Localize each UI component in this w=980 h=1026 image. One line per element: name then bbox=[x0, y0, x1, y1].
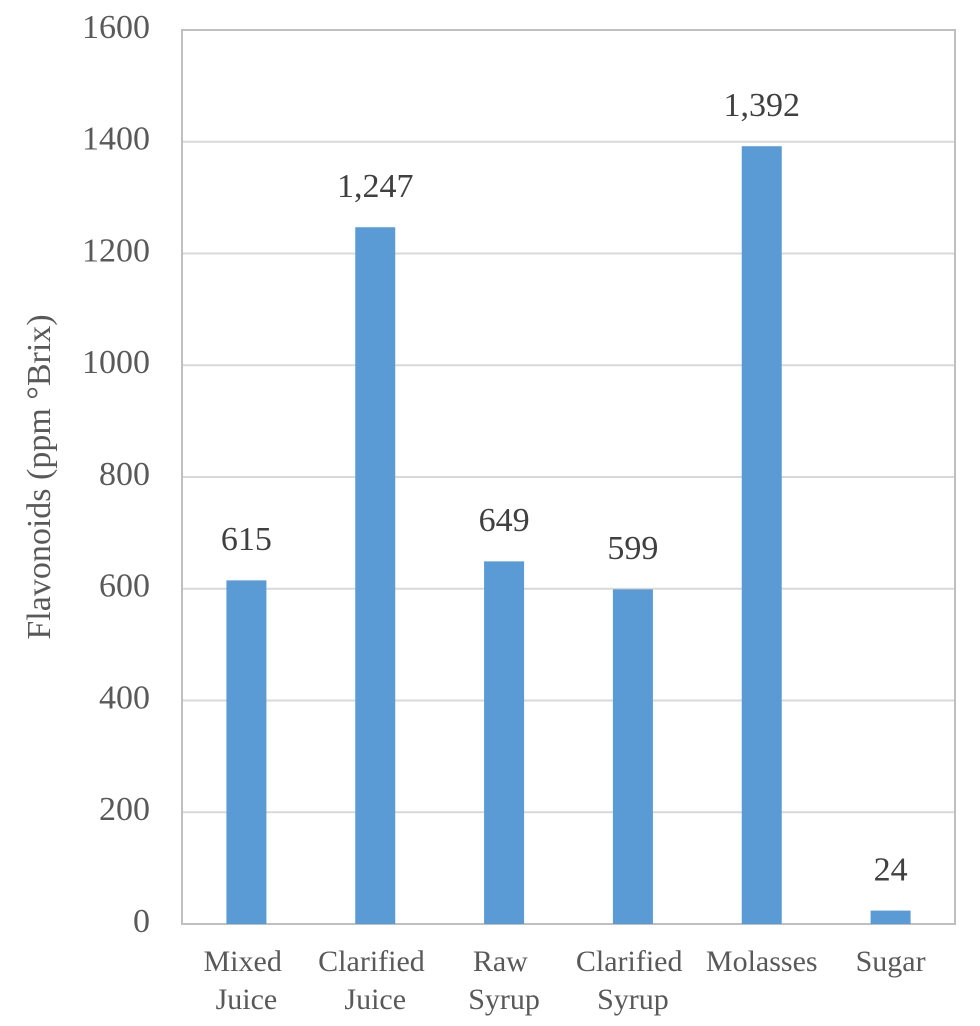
y-tick-label: 1000 bbox=[82, 344, 150, 381]
y-axis-label: Flavonoids (ppm °Brix) bbox=[21, 314, 58, 639]
data-label: 24 bbox=[874, 851, 908, 888]
data-label: 599 bbox=[607, 530, 658, 567]
x-tick-label: Clarified Juice bbox=[318, 945, 432, 1016]
data-label: 1,247 bbox=[337, 168, 414, 205]
y-tick-label: 400 bbox=[99, 679, 150, 716]
bar bbox=[226, 580, 267, 924]
x-tick-label: Raw Syrup bbox=[468, 945, 540, 1016]
y-tick-label: 1200 bbox=[82, 232, 150, 269]
y-tick-label: 200 bbox=[99, 791, 150, 828]
x-tick-label: Mixed Juice bbox=[204, 945, 290, 1016]
y-tick-label: 1400 bbox=[82, 121, 150, 158]
bar bbox=[484, 561, 525, 924]
bar bbox=[741, 146, 782, 925]
plot-border bbox=[181, 29, 956, 925]
y-tick-label: 0 bbox=[133, 903, 150, 940]
y-tick-label: 800 bbox=[99, 456, 150, 493]
y-tick-label: 600 bbox=[99, 568, 150, 605]
bar bbox=[355, 227, 396, 924]
data-label: 649 bbox=[479, 502, 530, 539]
data-label: 1,392 bbox=[724, 87, 801, 124]
x-tick-label: Molasses bbox=[706, 945, 818, 978]
x-tick-label: Sugar bbox=[856, 945, 926, 978]
bar bbox=[870, 910, 911, 924]
x-tick-label: Clarified Syrup bbox=[576, 945, 690, 1016]
bar bbox=[612, 589, 653, 924]
y-tick-label: 1600 bbox=[82, 9, 150, 46]
data-label: 615 bbox=[221, 521, 272, 558]
